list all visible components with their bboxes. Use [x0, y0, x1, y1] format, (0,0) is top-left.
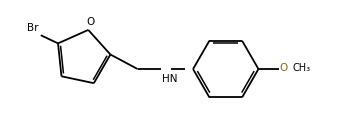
Text: O: O	[279, 63, 287, 73]
Text: CH₃: CH₃	[292, 63, 311, 73]
Text: Br: Br	[27, 23, 39, 33]
Text: HN: HN	[162, 74, 177, 84]
Text: O: O	[86, 17, 94, 27]
